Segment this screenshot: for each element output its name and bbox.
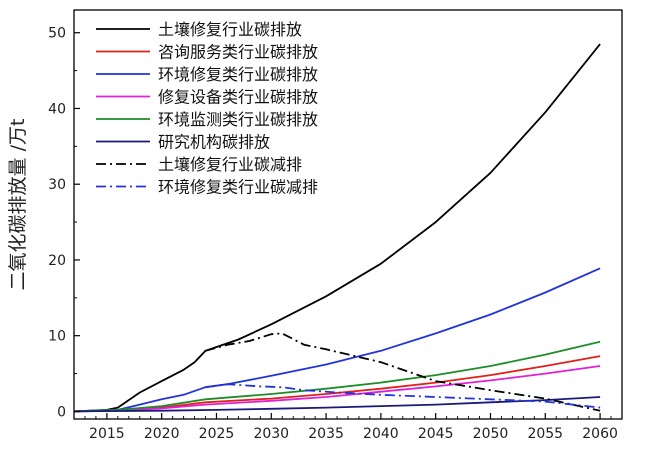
legend-label-6: 研究机构碳排放 xyxy=(158,133,270,152)
series-line-6 xyxy=(74,396,601,413)
x-tick-label: 2045 xyxy=(418,426,454,442)
x-tick-label: 2030 xyxy=(253,426,289,442)
x-tick-label: 2055 xyxy=(527,426,563,442)
series-line-1 xyxy=(74,43,601,413)
legend-label-4: 修复设备类行业碳排放 xyxy=(158,88,318,107)
plot-frame xyxy=(73,9,623,420)
series-line-8 xyxy=(205,383,601,409)
x-tick-label: 2035 xyxy=(308,426,344,442)
y-tick-label: 20 xyxy=(48,253,66,269)
legend-label-8: 环境修复类行业碳减排 xyxy=(158,178,318,197)
legend: 土壤修复行业碳排放咨询服务类行业碳排放环境修复类行业碳排放修复设备类行业碳排放环… xyxy=(96,20,318,197)
series-line-3 xyxy=(74,267,601,413)
x-tick-label: 2050 xyxy=(473,426,509,442)
series-line-7 xyxy=(205,332,601,412)
legend-label-1: 土壤修复行业碳排放 xyxy=(158,20,302,39)
x-tick-label: 2025 xyxy=(199,426,235,442)
y-axis-title: 二氧化碳排放量 /万t xyxy=(7,119,29,291)
x-tick-label: 2040 xyxy=(363,426,399,442)
legend-label-2: 咨询服务类行业碳排放 xyxy=(158,43,318,62)
x-tick-label: 2020 xyxy=(144,426,180,442)
y-tick-label: 30 xyxy=(48,177,66,193)
y-tick-label: 0 xyxy=(57,404,66,420)
y-tick-label: 50 xyxy=(48,26,66,42)
series-line-4 xyxy=(74,365,601,413)
legend-label-5: 环境监测类行业碳排放 xyxy=(158,110,318,129)
series-line-2 xyxy=(74,355,601,413)
legend-label-3: 环境修复类行业碳排放 xyxy=(158,65,318,84)
y-tick-label: 40 xyxy=(48,101,66,117)
x-tick-label: 2060 xyxy=(582,426,618,442)
series-layer xyxy=(74,43,601,413)
legend-label-7: 土壤修复行业碳减排 xyxy=(158,155,302,174)
y-tick-label: 10 xyxy=(48,329,66,345)
x-tick-label: 2015 xyxy=(89,426,125,442)
series-line-5 xyxy=(74,340,601,413)
